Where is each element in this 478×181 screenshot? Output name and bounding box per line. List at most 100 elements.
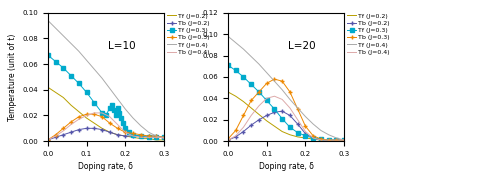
Tb (J=0.3) — [303, 125, 308, 127]
Tf (J=0.3) — [225, 64, 231, 66]
Tb (J=0.2) — [45, 139, 51, 141]
Tf (J=0.3) — [84, 91, 89, 93]
X-axis label: Doping rate, δ: Doping rate, δ — [78, 163, 133, 171]
Tf (J=0.3) — [138, 135, 144, 137]
Tf (J=0.3) — [45, 54, 51, 56]
Tf (J=0.4) — [60, 35, 66, 37]
Tf (J=0.2) — [303, 137, 308, 139]
Tb (J=0.4) — [279, 98, 285, 100]
Tb (J=0.4) — [53, 135, 58, 137]
Tf (J=0.4) — [76, 50, 82, 52]
Tf (J=0.2) — [91, 122, 97, 124]
Tb (J=0.2) — [60, 134, 66, 136]
Tb (J=0.4) — [233, 135, 239, 137]
Line: Tb (J=0.2): Tb (J=0.2) — [45, 126, 166, 142]
Tb (J=0.4) — [256, 105, 262, 107]
Tf (J=0.2) — [115, 134, 120, 136]
Tb (J=0.3) — [53, 134, 58, 136]
Line: Tb (J=0.3): Tb (J=0.3) — [45, 112, 166, 142]
Tf (J=0.3) — [287, 126, 293, 128]
Tf (J=0.2) — [146, 138, 152, 140]
Legend: Tf (J=0.2), Tb (J=0.2), Tf (J=0.3), Tb (J=0.3), Tf (J=0.4), Tb (J=0.4): Tf (J=0.2), Tb (J=0.2), Tf (J=0.3), Tb (… — [166, 13, 210, 56]
Tb (J=0.4) — [60, 130, 66, 132]
Tb (J=0.4) — [272, 95, 277, 97]
Line: Tf (J=0.2): Tf (J=0.2) — [228, 92, 344, 140]
Tb (J=0.2) — [146, 135, 152, 137]
Tf (J=0.2) — [287, 134, 293, 136]
Line: Tb (J=0.4): Tb (J=0.4) — [48, 113, 164, 140]
Tb (J=0.3) — [161, 136, 167, 138]
Tf (J=0.3) — [107, 107, 113, 109]
Tb (J=0.3) — [248, 99, 254, 102]
Tb (J=0.3) — [225, 138, 231, 140]
Tb (J=0.2) — [264, 114, 270, 117]
Tb (J=0.4) — [45, 139, 51, 141]
Tf (J=0.3) — [111, 109, 117, 111]
Tb (J=0.3) — [107, 122, 113, 124]
Tf (J=0.2) — [138, 138, 144, 140]
Tb (J=0.3) — [240, 114, 246, 117]
Tb (J=0.3) — [310, 135, 316, 137]
Tb (J=0.2) — [240, 131, 246, 133]
Tb (J=0.3) — [295, 108, 301, 110]
Tf (J=0.4) — [287, 98, 293, 100]
Line: Tb (J=0.3): Tb (J=0.3) — [226, 77, 347, 143]
Tb (J=0.4) — [341, 139, 347, 141]
Line: Tf (J=0.3): Tf (J=0.3) — [46, 53, 166, 139]
Tf (J=0.3) — [91, 102, 97, 104]
Tf (J=0.4) — [310, 123, 316, 125]
Tb (J=0.2) — [279, 110, 285, 112]
Tf (J=0.2) — [264, 120, 270, 122]
Tb (J=0.4) — [76, 118, 82, 120]
Tb (J=0.3) — [76, 116, 82, 118]
Tb (J=0.3) — [279, 80, 285, 82]
Tf (J=0.3) — [115, 107, 120, 109]
Tb (J=0.2) — [326, 139, 332, 141]
Tf (J=0.2) — [130, 136, 136, 138]
Tb (J=0.2) — [225, 139, 231, 141]
Line: Tf (J=0.2): Tf (J=0.2) — [48, 87, 164, 140]
Tb (J=0.4) — [130, 135, 136, 137]
Tf (J=0.2) — [334, 139, 339, 141]
Tf (J=0.3) — [256, 91, 262, 93]
Tb (J=0.4) — [264, 97, 270, 99]
Tf (J=0.4) — [279, 89, 285, 91]
Tf (J=0.4) — [153, 135, 159, 137]
Tf (J=0.3) — [161, 136, 167, 138]
Tf (J=0.3) — [334, 139, 339, 141]
Tf (J=0.2) — [60, 96, 66, 99]
Tf (J=0.2) — [45, 86, 51, 88]
Tb (J=0.4) — [303, 131, 308, 133]
X-axis label: Doping rate, δ: Doping rate, δ — [259, 163, 314, 171]
Tf (J=0.3) — [240, 76, 246, 78]
Tf (J=0.3) — [122, 127, 128, 129]
Tb (J=0.2) — [122, 135, 128, 137]
Tb (J=0.2) — [295, 123, 301, 125]
Tb (J=0.2) — [130, 135, 136, 137]
Tb (J=0.4) — [248, 114, 254, 117]
Tb (J=0.2) — [318, 139, 324, 141]
Tf (J=0.2) — [107, 131, 113, 133]
Tf (J=0.4) — [115, 98, 120, 100]
Tf (J=0.3) — [153, 136, 159, 138]
Tf (J=0.2) — [76, 111, 82, 113]
Tb (J=0.3) — [272, 78, 277, 80]
Tf (J=0.3) — [113, 114, 119, 117]
Tb (J=0.3) — [233, 129, 239, 132]
Line: Tf (J=0.4): Tf (J=0.4) — [48, 20, 164, 139]
Tf (J=0.4) — [53, 27, 58, 29]
Tb (J=0.2) — [99, 129, 105, 131]
Tf (J=0.3) — [119, 117, 124, 119]
Tb (J=0.3) — [84, 113, 89, 115]
Tb (J=0.4) — [334, 139, 339, 141]
Tf (J=0.3) — [264, 99, 270, 102]
Tf (J=0.2) — [240, 100, 246, 103]
Tb (J=0.4) — [122, 131, 128, 133]
Tb (J=0.2) — [91, 127, 97, 129]
Tb (J=0.4) — [161, 136, 167, 138]
Tf (J=0.3) — [103, 114, 109, 117]
Tf (J=0.2) — [53, 91, 58, 93]
Y-axis label: Temperature (unit of t): Temperature (unit of t) — [8, 33, 17, 121]
Tf (J=0.4) — [91, 68, 97, 70]
Tb (J=0.4) — [84, 114, 89, 117]
